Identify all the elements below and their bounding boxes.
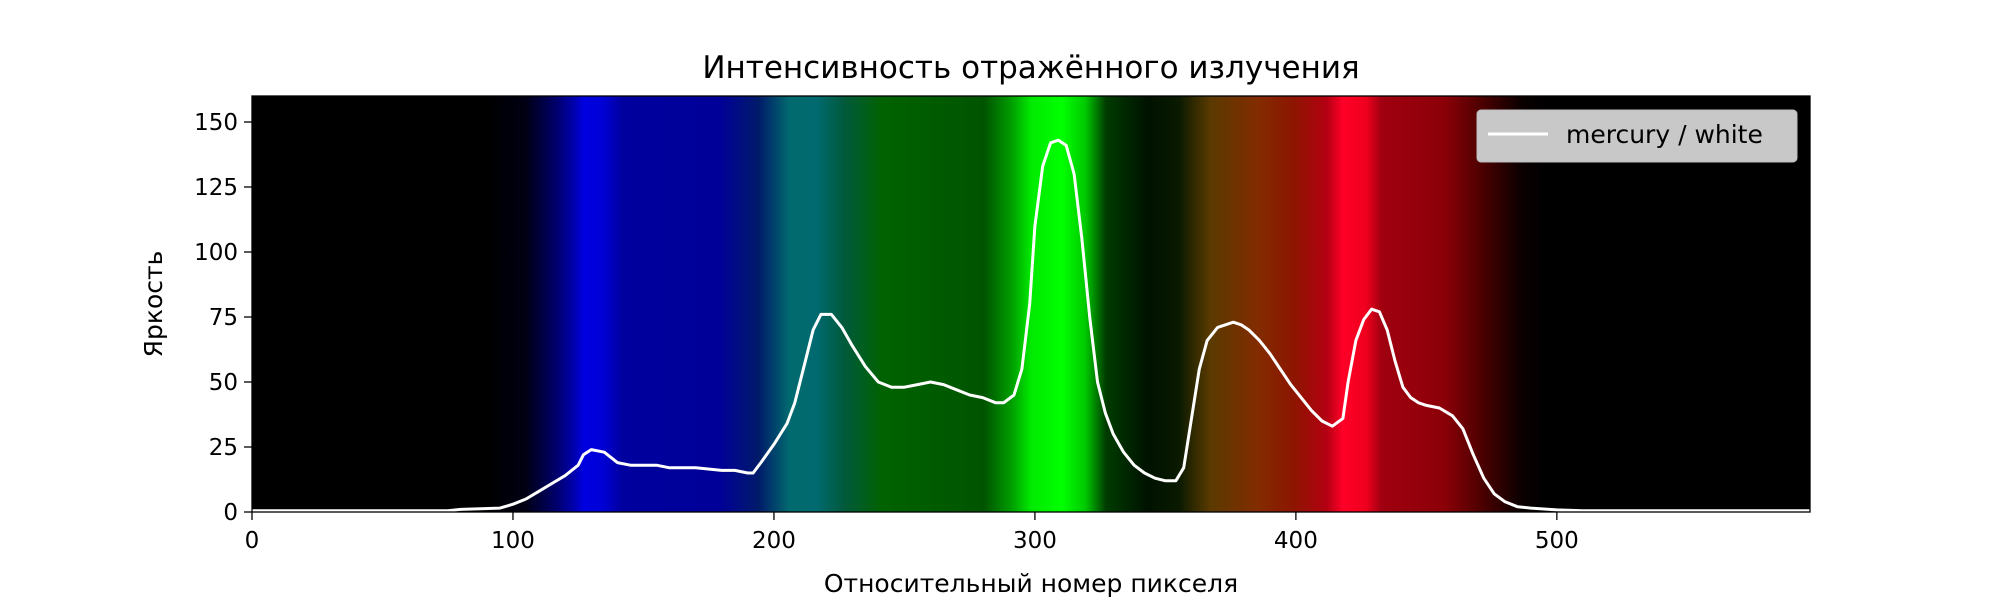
y-tick-label: 150 bbox=[194, 110, 238, 136]
y-tick-label: 0 bbox=[223, 500, 238, 526]
y-tick-label: 100 bbox=[194, 240, 238, 266]
y-tick-label: 25 bbox=[209, 435, 238, 461]
y-tick-label: 125 bbox=[194, 175, 238, 201]
x-tick-label: 0 bbox=[245, 528, 260, 554]
x-tick-label: 300 bbox=[1013, 528, 1057, 554]
plot-frame bbox=[251, 95, 1811, 513]
y-tick-label: 50 bbox=[209, 370, 238, 396]
series-line bbox=[252, 138, 1810, 512]
x-tick-label: 100 bbox=[491, 528, 535, 554]
x-tick-label: 200 bbox=[752, 528, 796, 554]
x-axis-title: Относительный номер пикселя bbox=[824, 569, 1238, 598]
chart-title: Интенсивность отражённого излучения bbox=[702, 50, 1359, 86]
y-tick-label: 75 bbox=[209, 305, 238, 331]
legend-label: mercury / white bbox=[1566, 120, 1763, 149]
x-tick-label: 500 bbox=[1535, 528, 1579, 554]
legend: mercury / white bbox=[1476, 109, 1798, 163]
x-tick-label: 400 bbox=[1274, 528, 1318, 554]
y-axis-title: Яркость bbox=[139, 251, 168, 358]
x-axis-ticks: 0 100 200 300 400 500 bbox=[245, 512, 1579, 554]
legend-box bbox=[1476, 109, 1798, 163]
y-axis-ticks: 0 25 50 75 100 125 150 bbox=[194, 110, 252, 526]
